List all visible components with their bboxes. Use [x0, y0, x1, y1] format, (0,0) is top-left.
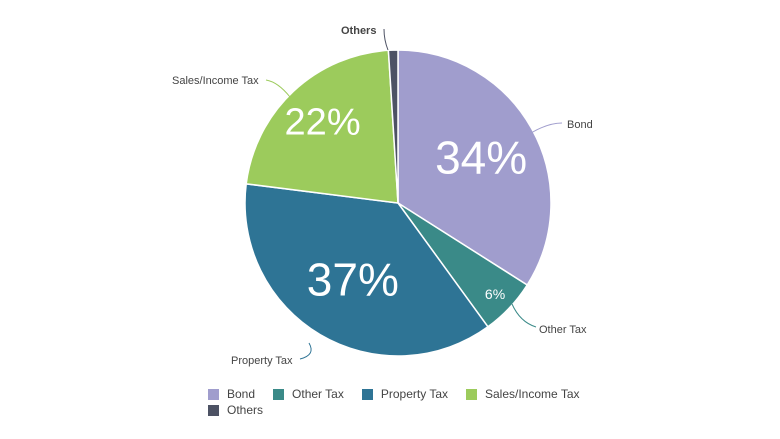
category-label-other-tax: Other Tax	[539, 324, 587, 336]
legend-label: Sales/Income Tax	[485, 387, 580, 401]
legend-item-sales-income-tax[interactable]: Sales/Income Tax	[466, 387, 580, 401]
pct-label-sales-income-tax: 22%	[285, 102, 361, 144]
category-label-bond: Bond	[567, 119, 593, 131]
pct-label-other-tax: 6%	[485, 286, 505, 302]
pie-slice-sales-income-tax[interactable]	[245, 49, 399, 204]
legend-swatch	[273, 388, 285, 400]
legend-swatch	[361, 388, 373, 400]
legend-label: Other Tax	[292, 387, 344, 401]
leader-line-bond	[530, 122, 563, 134]
category-label-others: Others	[341, 25, 376, 37]
legend-swatch	[208, 388, 219, 400]
leader-line-property-tax	[299, 342, 312, 360]
chart-legend: Bond Other Tax Property Tax Sales/Income Ta…	[208, 387, 588, 417]
legend-item-others[interactable]: Others	[208, 403, 263, 417]
legend-swatch	[208, 404, 219, 416]
leader-line-others	[383, 28, 389, 51]
pie-slice-bond[interactable]	[397, 49, 552, 287]
legend-item-bond[interactable]: Bond	[208, 387, 255, 401]
leader-line-other-tax	[511, 303, 537, 328]
legend-swatch	[466, 388, 477, 400]
pct-label-property-tax: 37%	[307, 253, 399, 305]
legend-label: Bond	[227, 387, 256, 401]
leader-line-sales-income-tax	[265, 79, 291, 98]
legend-label: Property Tax	[380, 387, 448, 401]
category-label-sales-income-tax: Sales/Income Tax	[172, 75, 259, 87]
legend-item-other-tax[interactable]: Other Tax	[273, 387, 344, 401]
legend-item-property-tax[interactable]: Property Tax	[361, 387, 448, 401]
pie-slice-property-tax[interactable]	[244, 182, 489, 357]
legend-label: Others	[227, 403, 264, 417]
category-label-property-tax: Property Tax	[231, 355, 293, 367]
pie-slice-others[interactable]	[387, 49, 399, 204]
pct-label-bond: 34%	[435, 131, 527, 183]
